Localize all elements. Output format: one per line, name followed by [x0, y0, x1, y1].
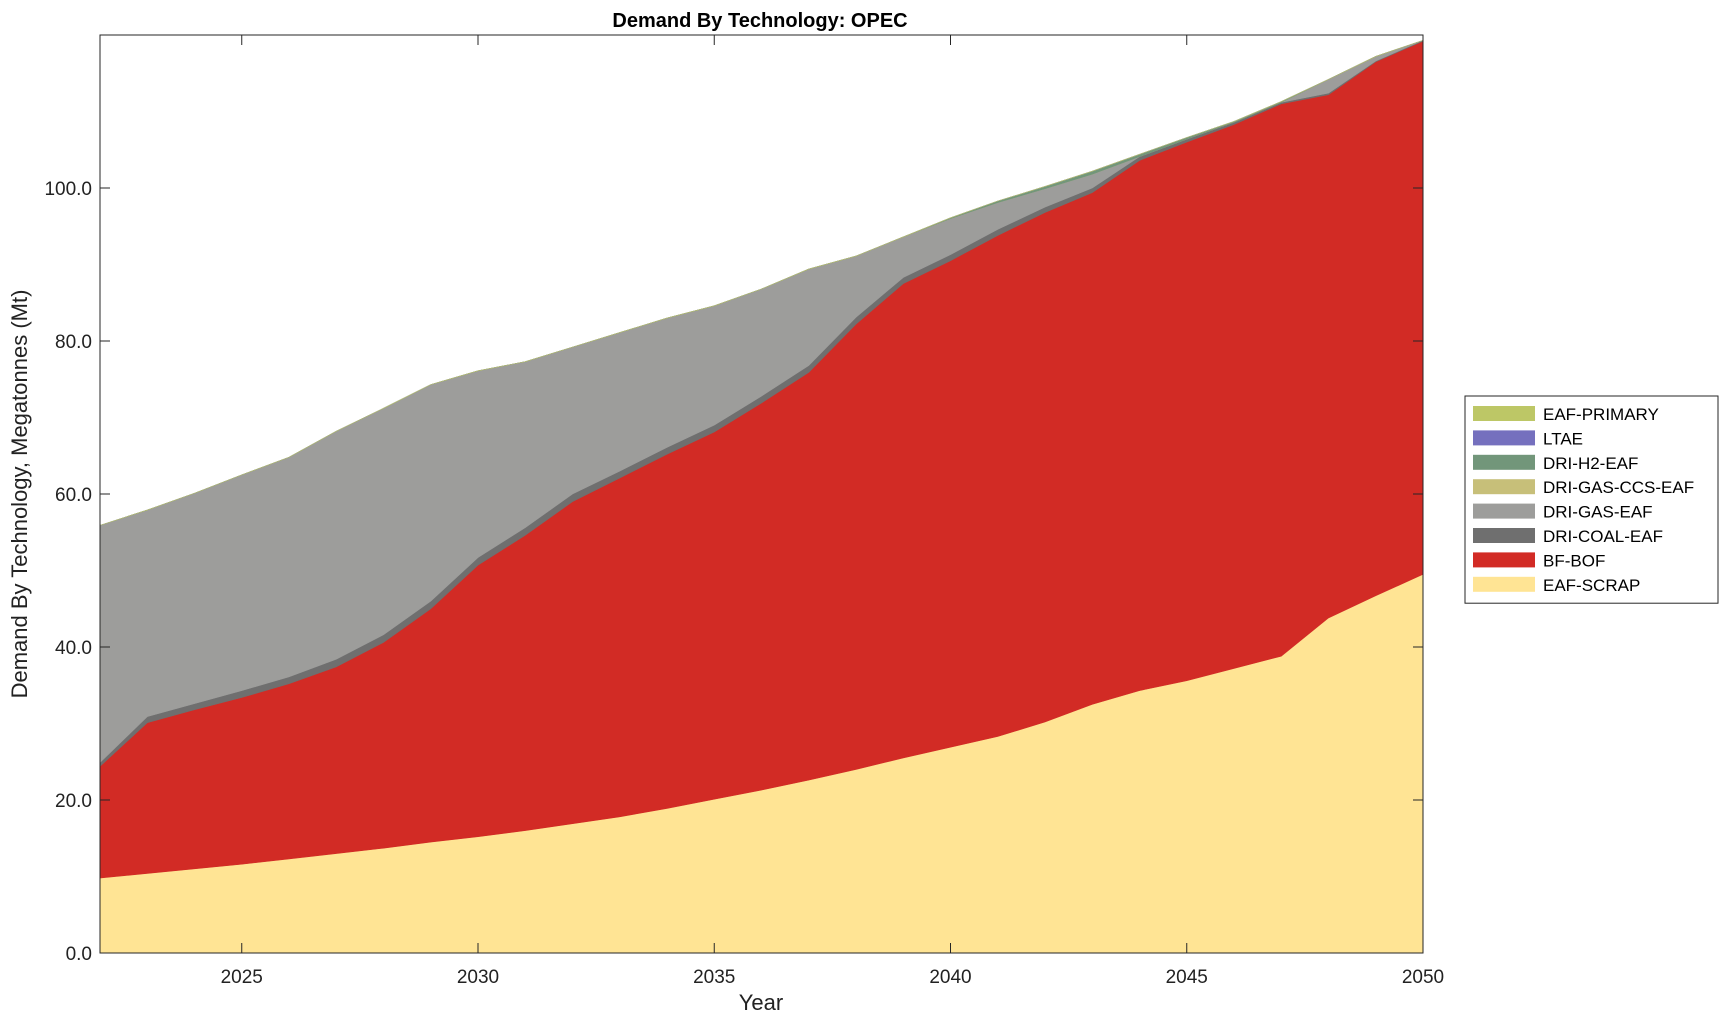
- x-tick-label: 2030: [457, 967, 499, 988]
- legend-swatch-eaf-primary: [1473, 406, 1535, 421]
- area-layers: [99, 39, 1424, 954]
- legend-label-dri-gas-eaf: DRI-GAS-EAF: [1543, 503, 1653, 522]
- x-tick-label: 2045: [1166, 967, 1208, 988]
- y-tick-label: 20.0: [55, 791, 92, 812]
- y-axis-ticks: 0.0 20.0 40.0 60.0 80.0 100.0: [44, 179, 1423, 965]
- y-tick-label: 0.0: [66, 944, 92, 965]
- x-tick-label: 2050: [1402, 967, 1444, 988]
- legend-label-dri-coal-eaf: DRI-COAL-EAF: [1543, 527, 1663, 546]
- legend-label-ltae: LTAE: [1543, 429, 1583, 448]
- y-tick-label: 80.0: [55, 332, 92, 353]
- x-axis-label: Year: [739, 990, 783, 1015]
- legend-label-dri-h2-eaf: DRI-H2-EAF: [1543, 454, 1638, 473]
- legend-label-bf-bof: BF-BOF: [1543, 551, 1605, 570]
- legend-swatch-dri-h2-eaf: [1473, 454, 1535, 470]
- x-tick-label: 2040: [929, 967, 971, 988]
- y-tick-label: 40.0: [55, 638, 92, 659]
- legend-swatch-ltae: [1473, 430, 1535, 446]
- x-tick-label: 2025: [221, 967, 263, 988]
- x-axis-ticks: 2025 2030 2035 2040 2045 2050: [221, 35, 1444, 988]
- legend-swatch-dri-coal-eaf: [1473, 528, 1535, 543]
- legend-label-dri-gas-ccs-eaf: DRI-GAS-CCS-EAF: [1543, 478, 1694, 497]
- chart-title: Demand By Technology: OPEC: [612, 10, 907, 32]
- legend-box: [1464, 395, 1719, 604]
- legend-swatch-bf-bof: [1473, 552, 1535, 568]
- y-tick-label: 100.0: [44, 179, 92, 200]
- legend-swatch-eaf-scrap: [1473, 576, 1535, 592]
- x-tick-label: 2035: [693, 967, 735, 988]
- legend-swatch-dri-gas-ccs-eaf: [1473, 479, 1535, 495]
- y-axis-label: Demand By Technology, Megatonnes (Mt): [7, 290, 32, 699]
- legend-swatch-dri-gas-eaf: [1473, 503, 1535, 519]
- legend: EAF-PRIMARY LTAE DRI-H2-EAF DRI-GAS-CCS-EAF…: [1464, 395, 1719, 604]
- legend-label-eaf-scrap: EAF-SCRAP: [1543, 576, 1640, 595]
- y-tick-label: 60.0: [55, 485, 92, 506]
- legend-label-eaf-primary: EAF-PRIMARY: [1543, 405, 1659, 424]
